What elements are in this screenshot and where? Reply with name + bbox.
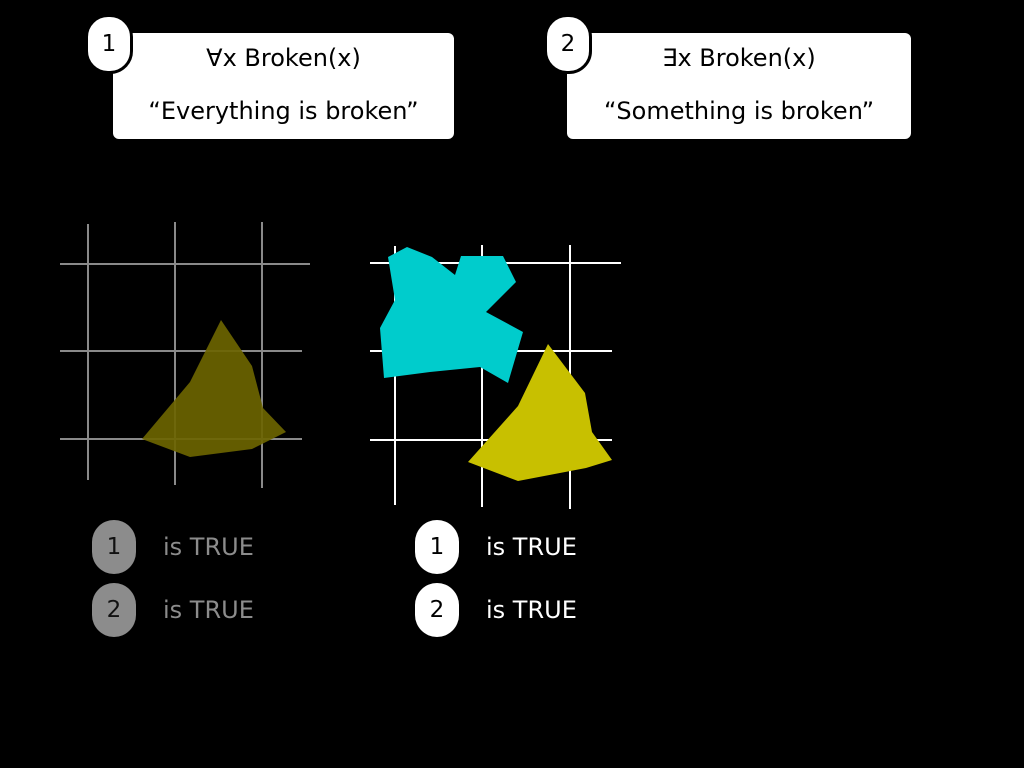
result-text: is TRUE <box>486 596 577 624</box>
scenario-2-result-1: 1 is TRUE <box>415 520 577 574</box>
universal-formula: ∀x Broken(x) <box>206 44 361 72</box>
existential-gloss: “Something is broken” <box>603 97 875 125</box>
scenario-2-result-2: 2 is TRUE <box>415 583 577 637</box>
existential-formula: ∃x Broken(x) <box>662 44 816 72</box>
statement-card-universal: ∀x Broken(x) “Everything is broken” <box>113 33 454 139</box>
result-badge: 1 <box>415 520 459 574</box>
result-badge: 2 <box>415 583 459 637</box>
result-text: is TRUE <box>163 596 254 624</box>
result-badge: 1 <box>92 520 136 574</box>
result-badge: 2 <box>92 583 136 637</box>
statement-card-existential: ∃x Broken(x) “Something is broken” <box>567 33 911 139</box>
cyan-broken-shape <box>380 247 523 383</box>
statement-number-badge-1: 1 <box>85 14 133 74</box>
result-text: is TRUE <box>486 533 577 561</box>
dim-broken-shape <box>142 320 286 457</box>
result-text: is TRUE <box>163 533 254 561</box>
scenario-2-diagram <box>370 245 621 509</box>
yellow-broken-shape <box>468 344 612 481</box>
scenario-1-result-2: 2 is TRUE <box>92 583 254 637</box>
universal-gloss: “Everything is broken” <box>148 97 419 125</box>
scenario-1-diagram <box>60 222 310 488</box>
statement-number-badge-2: 2 <box>544 14 592 74</box>
scenario-1-result-1: 1 is TRUE <box>92 520 254 574</box>
